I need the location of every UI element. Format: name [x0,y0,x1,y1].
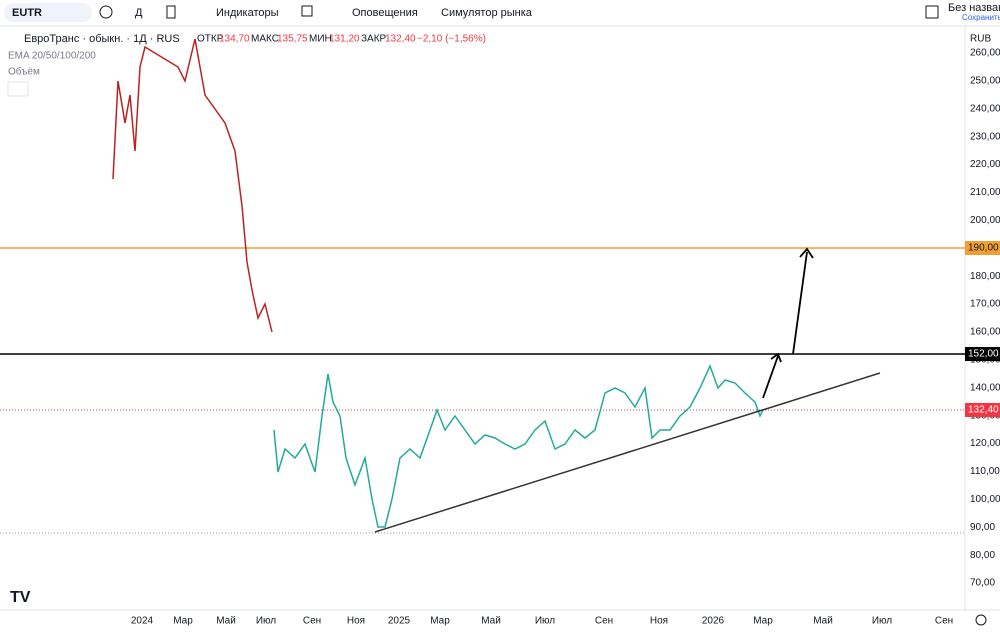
price-history [112,38,273,333]
price-label: 260,00 [970,48,1000,59]
indicators[interactable]: Индикаторы [216,7,279,19]
symbol-search[interactable] [4,3,92,22]
symbol[interactable]: EUTR [12,7,42,19]
price-label: 180,00 [970,271,1000,282]
time-label: Мар [173,616,193,627]
price-tag-label: 190,00 [968,243,999,254]
ohlc-change: −2,10 (−1,56%) [417,34,486,45]
price-label: 220,00 [970,159,1000,170]
price-label: 160,00 [970,327,1000,338]
ohlc-label: ОТКР [197,34,224,45]
ohlc-value: 135,75 [277,34,308,45]
ohlc-label: МИН [309,34,332,45]
price-label: 230,00 [970,131,1000,142]
ohlc-value: 131,20 [329,34,360,45]
settings[interactable] [975,614,987,626]
price-label: 250,00 [970,76,1000,87]
time-label: Ноя [650,616,668,627]
price-label: 240,00 [970,103,1000,114]
ema-label: EMA 20/50/100/200 [8,51,96,62]
price-label: 90,00 [970,522,995,533]
ohlc-label: ЗАКР [361,34,387,45]
time-label: Июл [535,616,555,627]
time-label: Май [813,616,833,627]
add-symbol[interactable] [99,5,113,19]
ohlc-value: 134,70 [219,34,250,45]
time-label: Май [481,616,501,627]
price-tag [965,347,1000,361]
layout-icon[interactable] [925,5,939,19]
time-axis: 2024 Мар Май Июл Сен Ноя 2025 Мар Май Июл Сен Ноя 20… [131,616,953,627]
chart-type[interactable] [166,5,176,19]
replay[interactable]: Симулятор рынка [441,7,533,19]
price-label: 100,00 [970,494,1000,505]
time-label: Июл [872,616,892,627]
price-label: 70,00 [970,578,995,589]
alerts[interactable]: Оповещения [352,7,418,19]
price-tag-label: 152,00 [968,349,999,360]
price-tag-label: 132,40 [968,405,999,416]
price-label: 120,00 [970,438,1000,449]
time-label: Мар [753,616,773,627]
legend-title: ЕвроТранс · обыкн. · 1Д · RUS [24,33,180,45]
price-label: 110,00 [970,466,1000,477]
time-label: 2025 [388,616,411,627]
time-label: 2024 [131,616,154,627]
time-label: Сен [595,616,613,627]
price-label: 200,00 [970,215,1000,226]
time-label: Ноя [347,616,365,627]
time-label: Мар [430,616,450,627]
price-label: 80,00 [970,550,995,561]
price-label: 140,00 [970,382,1000,393]
layout-name[interactable]: Без названи [948,2,1000,14]
time-label: Сен [303,616,321,627]
price-label: 210,00 [970,187,1000,198]
ohlc-value: 132,40 [385,34,416,45]
target-arrows [762,247,814,399]
price-axis: 260,00 250,00 240,00 230,00 220,00 210,00 200,… [970,48,1000,589]
price-history [273,364,764,528]
price-tag [965,403,1000,417]
time-label: Май [216,616,236,627]
time-label: Сен [935,616,953,627]
layouts[interactable] [301,5,313,17]
trendline [374,372,881,533]
save[interactable]: Сохранить [962,13,1000,22]
ohlc-label: МАКС [251,34,279,45]
logo: TV [10,589,31,606]
currency: RUB [970,34,991,45]
volume-label: Объём [8,66,40,78]
time-label: 2026 [702,616,725,627]
time-label: Июл [256,616,276,627]
interval[interactable]: Д [135,7,143,19]
collapse-legend[interactable] [7,81,29,97]
price-tag [965,241,1000,255]
price-label: 170,00 [970,299,1000,310]
